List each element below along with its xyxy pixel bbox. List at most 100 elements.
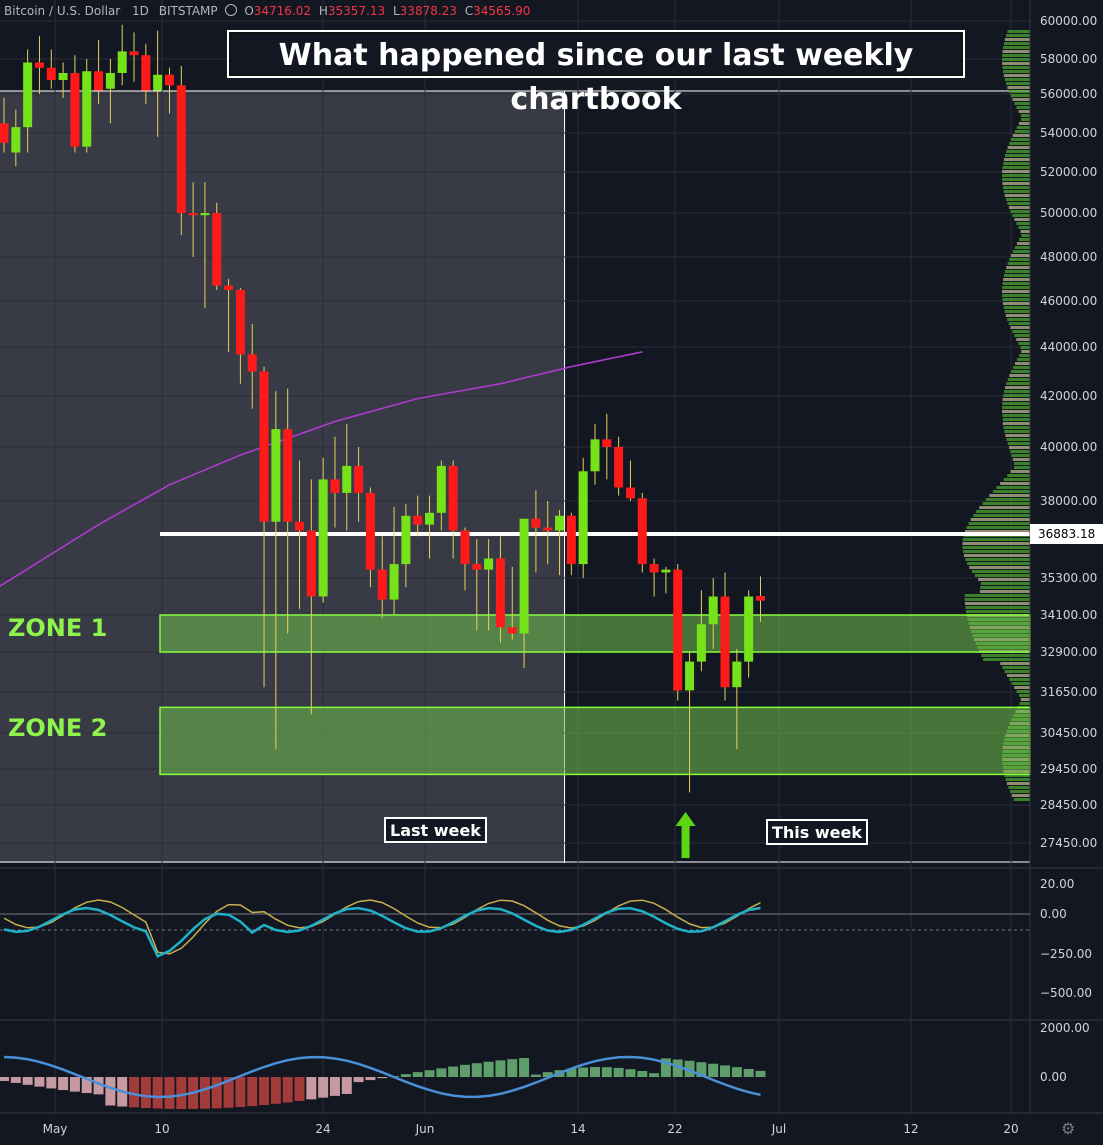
macd-histogram-bar [672, 1059, 683, 1077]
volume-profile-bar [1020, 346, 1030, 349]
volume-profile-bar [962, 538, 1030, 541]
candle-body [661, 569, 671, 573]
candle-body [58, 73, 68, 80]
macd-histogram-bar [247, 1077, 258, 1107]
volume-profile-bar [1012, 250, 1030, 253]
macd-histogram-bar [448, 1066, 459, 1077]
macd-histogram-bar [211, 1077, 222, 1109]
volume-profile-bar [1014, 334, 1030, 337]
volume-profile-bar [964, 602, 1030, 605]
price-level-tag: 36883.18 [1030, 524, 1103, 544]
volume-profile-bar [1014, 462, 1030, 465]
volume-profile-bar [1009, 678, 1030, 681]
macd-histogram-bar [259, 1077, 270, 1106]
volume-profile-bar [1014, 466, 1030, 469]
macd-histogram-bar [329, 1077, 340, 1096]
candle-body [247, 354, 257, 372]
volume-profile-bar [1002, 182, 1030, 185]
candle-body [318, 479, 328, 597]
macd-histogram-bar [81, 1077, 92, 1094]
volume-profile-bar [1006, 782, 1030, 785]
candle-body [519, 518, 529, 634]
candle-body [200, 213, 210, 216]
volume-profile [962, 30, 1030, 801]
candle-body [436, 465, 446, 513]
volume-profile-bar [964, 530, 1030, 533]
volume-profile-bar [1016, 338, 1030, 341]
price-axis-label: 31650.00 [1040, 685, 1097, 699]
volume-profile-bar [1011, 454, 1030, 457]
candle-body [11, 127, 21, 153]
volume-profile-bar [1002, 282, 1030, 285]
volume-profile-bar [964, 598, 1030, 601]
volume-profile-bar [1010, 94, 1030, 97]
time-axis-label: 10 [154, 1122, 169, 1136]
volume-profile-bar [1012, 98, 1030, 101]
candle-body [460, 530, 470, 565]
volume-profile-bar [1002, 54, 1030, 57]
volume-profile-bar [1018, 694, 1030, 697]
volume-profile-bar [980, 582, 1030, 585]
volume-profile-bar [980, 586, 1030, 589]
macd-histogram-bar [306, 1077, 317, 1100]
candle-body [602, 439, 612, 447]
price-axis-label: 56000.00 [1040, 87, 1097, 101]
candle-body [685, 661, 695, 691]
macd-histogram-bar [578, 1067, 589, 1077]
volume-profile-bar [1010, 450, 1030, 453]
volume-profile-bar [1002, 170, 1030, 173]
volume-profile-bar [971, 570, 1030, 573]
volume-profile-bar [1014, 130, 1030, 133]
volume-profile-bar [1003, 190, 1030, 193]
legend-h-label: H [318, 4, 328, 18]
candle-body [507, 627, 517, 634]
volume-profile-bar [1002, 410, 1030, 413]
volume-profile-bar [1003, 70, 1030, 73]
macd-histogram-bar [223, 1077, 234, 1108]
volume-profile-bar [964, 594, 1030, 597]
symbol-legend[interactable]: Bitcoin / U.S. Dollar 1D BITSTAMP O34716… [4, 4, 530, 18]
candle-body [484, 558, 494, 570]
volume-profile-bar [1007, 30, 1030, 33]
volume-profile-bar [1009, 374, 1030, 377]
macd-histogram-bar [22, 1077, 33, 1085]
volume-profile-bar [989, 494, 1030, 497]
volume-profile-bar [966, 526, 1030, 529]
volume-profile-bar [996, 486, 1030, 489]
volume-profile-bar [1016, 126, 1030, 129]
volume-profile-bar [1002, 414, 1030, 417]
candle-body [365, 492, 375, 570]
macd-histogram-bar [696, 1062, 707, 1077]
moving-average-line [0, 351, 643, 587]
volume-profile-bar [1014, 246, 1030, 249]
volume-profile-bar [1000, 662, 1030, 665]
volume-profile-bar [1019, 702, 1030, 705]
volume-profile-bar [1003, 162, 1030, 165]
macd-histogram-bar [436, 1068, 447, 1077]
volume-profile-bar [1002, 406, 1030, 409]
macd-histogram-bar [294, 1077, 305, 1101]
macd-histogram-bar [743, 1068, 754, 1077]
zone-1-band [159, 614, 1031, 653]
volume-profile-bar [982, 502, 1030, 505]
candle-body [389, 564, 399, 600]
volume-profile-bar [1004, 194, 1030, 197]
volume-profile-bar [1002, 62, 1030, 65]
volume-profile-bar [976, 510, 1030, 513]
candle-body [590, 439, 600, 472]
volume-profile-bar [1002, 666, 1030, 669]
settings-gear-icon[interactable]: ⚙ [1061, 1119, 1076, 1138]
volume-profile-bar [965, 606, 1030, 609]
volume-profile-bar [1021, 234, 1030, 237]
volume-profile-bar [1002, 290, 1030, 293]
macd-histogram-bar [140, 1077, 151, 1109]
volume-profile-bar [1002, 50, 1030, 53]
macd-histogram-bar [755, 1070, 766, 1077]
volume-profile-bar [1012, 134, 1030, 137]
volume-profile-bar [1005, 270, 1030, 273]
volume-profile-bar [1002, 166, 1030, 169]
candle-body [117, 51, 127, 73]
volume-profile-bar [1004, 430, 1030, 433]
volume-profile-bar [1014, 102, 1030, 105]
candle-body [744, 596, 754, 662]
